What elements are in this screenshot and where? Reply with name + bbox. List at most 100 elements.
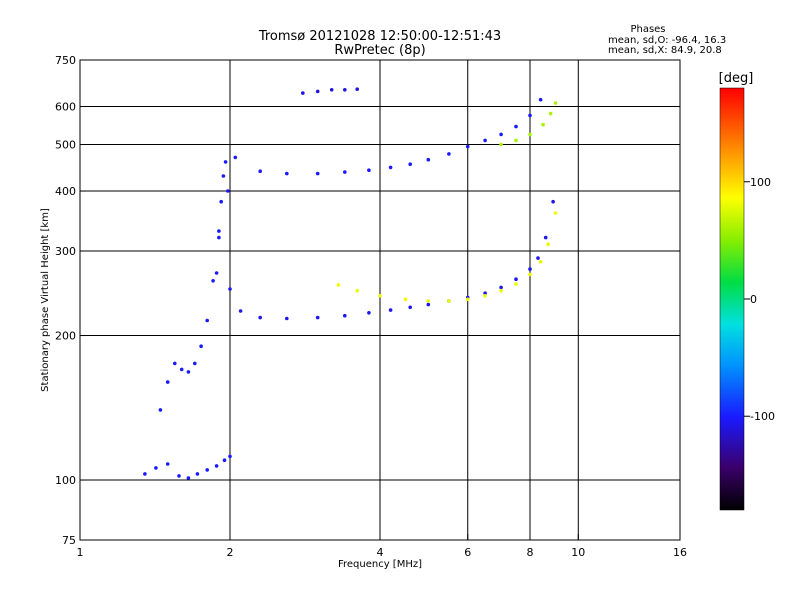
data-point-F1-O-low xyxy=(186,370,191,374)
y-tick-label: 300 xyxy=(55,245,76,258)
data-point-F-upper-X xyxy=(548,111,553,116)
data-point-F-O-trace xyxy=(514,277,518,282)
data-point-F-O-trace xyxy=(536,256,540,260)
data-point-multi-hop xyxy=(329,88,334,92)
data-point-F1-O-low xyxy=(199,344,203,349)
data-point-F-O-trace xyxy=(528,267,532,271)
data-point-F-upper-O xyxy=(447,152,451,156)
data-point-F1-O-spike xyxy=(221,174,226,178)
data-point-F1-O-low xyxy=(179,367,184,372)
data-point-F1-O-low xyxy=(193,361,197,366)
colorbar-ticks: 100 0 -100 xyxy=(744,176,775,423)
data-point-E-layer xyxy=(222,458,227,463)
x-tick-label: 10 xyxy=(571,546,585,559)
data-point-E-layer xyxy=(154,466,158,470)
data-point-F-O-trace xyxy=(408,305,413,310)
data-point-F1-O-spike xyxy=(217,235,221,240)
data-point-F-upper-O xyxy=(343,170,347,174)
stats-line-o: mean, sd,O: -96.4, 16.3 xyxy=(608,35,726,46)
colorbar-tick-label: -100 xyxy=(750,410,775,423)
data-point-F-upper-O xyxy=(408,162,413,166)
y-ticks: 75 100 200 300 400 500 600 750 xyxy=(55,54,86,547)
x-axis-label: Frequency [MHz] xyxy=(338,559,422,570)
data-point-F-O-trace xyxy=(388,308,393,312)
chart-subtitle: RwPretec (8p) xyxy=(334,43,425,58)
stats-heading: Phases xyxy=(630,24,665,35)
data-point-F-upper-O xyxy=(388,165,393,170)
data-point-multi-hop xyxy=(301,91,305,95)
y-tick-label: 400 xyxy=(55,185,76,198)
data-point-F-X-trace xyxy=(465,297,470,302)
data-point-multi-hop xyxy=(355,87,360,91)
data-point-F-O-trace xyxy=(483,291,487,296)
data-point-E-layer xyxy=(186,476,191,480)
y-tick-label: 200 xyxy=(55,330,76,343)
data-point-F-upper-O xyxy=(285,171,289,176)
data-point-E-layer xyxy=(195,472,200,476)
data-point-F-upper-O xyxy=(538,97,543,102)
y-tick-label: 75 xyxy=(62,534,76,547)
data-point-F-O-trace xyxy=(228,287,232,291)
colorbar-label: [deg] xyxy=(719,71,754,86)
data-point-F-O-trace xyxy=(343,313,347,318)
stats-line-x: mean, sd,X: 84.9, 20.8 xyxy=(608,45,722,56)
data-point-F-O-trace xyxy=(551,199,555,204)
colorbar xyxy=(719,87,745,511)
data-point-F-upper-X xyxy=(528,132,532,137)
data-point-F-upper-X xyxy=(514,138,518,143)
data-point-multi-hop xyxy=(343,88,347,92)
y-tick-label: 600 xyxy=(55,101,76,114)
data-point-E-layer xyxy=(228,454,232,459)
data-point-F1-O-spike xyxy=(214,271,219,275)
data-point-E-layer xyxy=(205,468,209,472)
data-point-E-layer xyxy=(143,472,147,476)
data-point-F-upper-O xyxy=(233,155,238,160)
data-point-F-X-trace xyxy=(553,211,558,215)
data-point-F1-O-low xyxy=(165,380,170,384)
data-point-F-X-trace xyxy=(378,294,382,298)
y-tick-label: 750 xyxy=(55,54,76,67)
data-point-F-X-trace xyxy=(483,294,487,298)
data-point-F-upper-X xyxy=(499,142,503,147)
data-point-F-upper-O xyxy=(315,171,320,176)
data-point-E-layer xyxy=(177,474,181,478)
data-point-multi-hop xyxy=(315,89,320,94)
chart-title: Tromsø 20121028 12:50:00-12:51:43 xyxy=(258,29,501,44)
x-tick-label: 8 xyxy=(527,546,534,559)
data-point-F-upper-X xyxy=(541,122,545,127)
y-tick-label: 500 xyxy=(55,139,76,152)
x-tick-label: 6 xyxy=(464,546,471,559)
x-tick-label: 16 xyxy=(673,546,687,559)
x-tick-label: 1 xyxy=(77,546,84,559)
gridlines xyxy=(80,60,680,540)
data-point-F-X-trace xyxy=(336,283,341,287)
data-point-F-X-trace xyxy=(355,288,360,293)
data-point-F-upper-O xyxy=(514,124,518,129)
data-point-F1-O-low xyxy=(217,229,221,233)
data-point-F1-O-spike xyxy=(219,199,223,204)
data-point-F-upper-O xyxy=(426,157,431,162)
data-point-F-O-trace xyxy=(499,285,503,290)
x-tick-label: 2 xyxy=(227,546,234,559)
x-tick-label: 4 xyxy=(377,546,384,559)
data-point-F-upper-O xyxy=(465,144,470,149)
data-point-F-O-trace xyxy=(258,315,263,320)
data-point-F-X-trace xyxy=(403,297,408,302)
data-point-F1-O-low xyxy=(173,361,177,366)
data-point-F-X-trace xyxy=(528,272,532,277)
data-point-F-upper-O xyxy=(499,132,503,137)
y-axis-label: Stationary phase Virtual Height [km] xyxy=(40,208,51,392)
data-point-F-upper-O xyxy=(483,138,487,143)
data-point-F-X-trace xyxy=(546,242,550,246)
data-point-F-O-trace xyxy=(315,315,320,320)
data-point-E-layer xyxy=(165,462,170,466)
data-point-E-layer xyxy=(214,464,219,468)
data-point-F1-O-spike xyxy=(223,160,228,164)
data-point-F1-O-low xyxy=(205,318,209,323)
data-point-F-X-trace xyxy=(499,288,503,293)
data-point-F-X-trace xyxy=(514,282,518,286)
data-point-F-X-trace xyxy=(447,299,451,303)
data-points xyxy=(143,87,558,480)
data-point-F1-O-spike xyxy=(226,189,230,193)
